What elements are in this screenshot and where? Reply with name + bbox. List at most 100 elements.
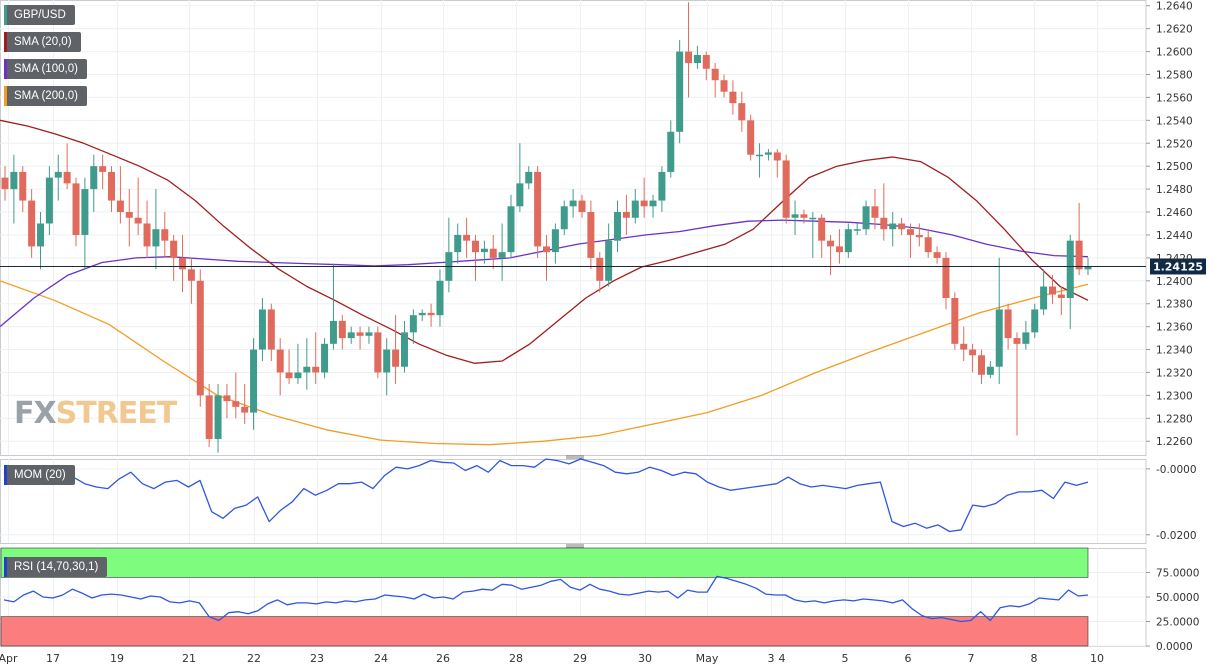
sma200-line-layer: [0, 280, 1089, 446]
candle-body: [507, 206, 515, 253]
legend-gbpusd[interactable]: GBP/USD: [4, 5, 75, 25]
candle-body: [631, 200, 639, 218]
candle-body: [170, 240, 178, 258]
candle-body: [267, 309, 275, 350]
y-tick-label: 1.2520: [1156, 138, 1193, 150]
candle-body: [1057, 294, 1065, 298]
candle-body: [951, 297, 959, 344]
legend-sma200-swatch: [4, 86, 7, 106]
candle-body: [596, 257, 604, 281]
y-tick-label: 1.2280: [1156, 413, 1193, 425]
candle-body: [747, 120, 755, 155]
candle-body: [693, 55, 701, 64]
candle-body: [969, 349, 977, 356]
candle-body: [63, 171, 71, 184]
candle-body: [19, 171, 27, 201]
x-tick-label: Apr: [0, 652, 18, 665]
candle-body: [764, 152, 772, 155]
candle-body: [614, 212, 622, 241]
candle-body: [37, 223, 45, 247]
sma200-line: [0, 280, 1089, 446]
legend-sma200[interactable]: SMA (200,0): [4, 86, 87, 106]
legend-rsi-label: RSI (14,70,30,1): [14, 561, 99, 573]
candle-body: [54, 171, 62, 178]
candle-body: [232, 401, 240, 407]
legend-sma20[interactable]: SMA (20,0): [4, 32, 81, 52]
x-tick-label: May: [696, 652, 719, 665]
candle-body: [125, 212, 133, 218]
y-tick-label: 1.2340: [1156, 345, 1193, 357]
candle-body: [276, 349, 284, 373]
candle-body: [72, 183, 80, 235]
candle-body: [338, 320, 346, 339]
candle-body: [782, 160, 790, 218]
overlay-layer: 1.24125: [0, 258, 1206, 548]
legend-mom[interactable]: MOM (20): [4, 465, 75, 485]
rsi-tick-label: 25.0000: [1156, 617, 1199, 629]
candle-body: [285, 372, 293, 379]
candle-body: [108, 171, 116, 201]
candle-body: [161, 229, 169, 241]
legend-rsi-swatch: [4, 557, 7, 577]
candle-body: [214, 395, 222, 439]
candle-body: [400, 332, 408, 367]
candle-body: [773, 152, 781, 161]
x-tick-label: 22: [247, 652, 261, 665]
x-tick-label: 5: [842, 652, 849, 665]
x-tick-label: 7: [968, 652, 975, 665]
legend-sma100-label: SMA (100,0): [14, 63, 78, 75]
y-tick-label: 1.2580: [1156, 69, 1193, 81]
candle-body: [10, 171, 18, 190]
indicators-layer: [0, 458, 1089, 647]
mom-tick-label: -0.0200: [1156, 530, 1197, 542]
candle-body: [649, 200, 657, 207]
y-tick-label: 1.2560: [1156, 92, 1193, 104]
rsi-tick-label: 75.0000: [1156, 568, 1199, 580]
candle-body: [383, 349, 391, 373]
candle-body: [543, 246, 550, 253]
x-tick-label: 19: [110, 652, 124, 665]
candle-body: [880, 217, 888, 230]
candle-body: [702, 55, 710, 69]
y-tick-label: 1.2460: [1156, 207, 1193, 219]
watermark-part1: FX: [14, 396, 57, 431]
mom-panel-frame: [0, 459, 1147, 544]
legend-sma100[interactable]: SMA (100,0): [4, 59, 87, 79]
y-tick-label: 1.2360: [1156, 322, 1193, 334]
candle-body: [960, 343, 968, 350]
candle-body: [906, 229, 914, 235]
candle-body: [241, 406, 249, 413]
x-tick-label: 17: [46, 652, 60, 665]
legend-rsi[interactable]: RSI (14,70,30,1): [4, 557, 108, 577]
candle-body: [392, 349, 400, 367]
x-tick-label: 10: [1090, 652, 1104, 665]
mom-line: [3, 458, 1089, 533]
mom-tick-label: -0.0000: [1156, 464, 1197, 476]
y-tick-label: 1.2500: [1156, 161, 1193, 173]
legend-mom-label: MOM (20): [14, 469, 66, 481]
y-tick-label: 1.2320: [1156, 367, 1193, 379]
y-tick-label: 1.2260: [1156, 436, 1193, 448]
price-panel-frame: [0, 0, 1147, 456]
candle-body: [1084, 266, 1092, 270]
candle-body: [889, 223, 897, 230]
candle-body: [738, 103, 746, 121]
candle-body: [924, 237, 932, 253]
candle-body: [196, 280, 204, 396]
candle-body: [1022, 332, 1030, 344]
candle-body: [685, 51, 693, 64]
candle-body: [294, 372, 302, 379]
candle-body: [587, 212, 595, 258]
candle-body: [179, 257, 187, 270]
candle-body: [809, 217, 817, 220]
candle-body: [409, 315, 417, 333]
candle-body: [489, 248, 497, 258]
sma20-line-layer: [0, 119, 1089, 364]
candle-body: [640, 200, 648, 207]
candle-body: [1013, 338, 1021, 344]
candle-body: [365, 332, 373, 336]
rsi-tick-label: 50.0000: [1156, 592, 1199, 604]
rsi-oversold-zone: [0, 616, 1089, 647]
candle-body: [1004, 309, 1012, 339]
